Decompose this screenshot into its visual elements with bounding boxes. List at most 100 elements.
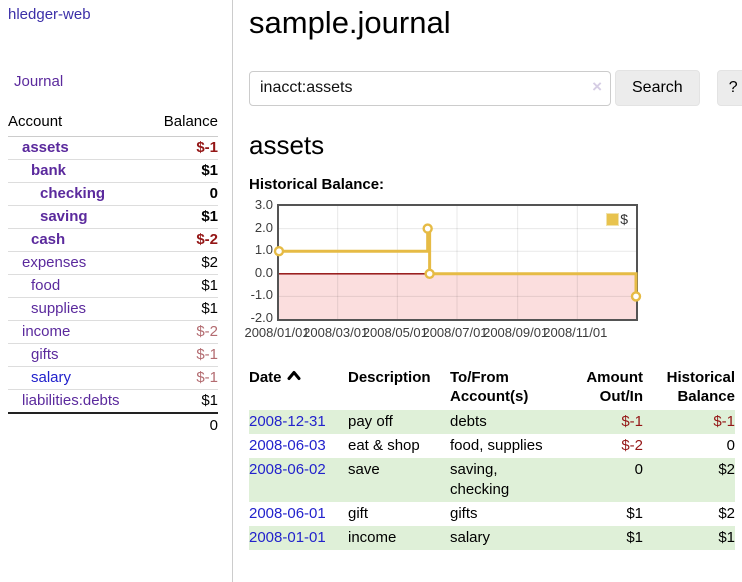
account-row-checking: checking 0	[8, 182, 218, 206]
register-header-amount[interactable]: Amount Out/In	[586, 369, 643, 405]
x-tick-label: 2008/11/01	[543, 325, 608, 340]
account-link[interactable]: cash	[31, 231, 66, 248]
y-tick-label: 3.0	[254, 197, 273, 212]
search-button[interactable]: Search	[615, 70, 700, 106]
register-header-tofrom[interactable]: To/From Account(s)	[450, 369, 529, 405]
cell-amount: $-2	[621, 437, 643, 454]
clear-search-icon[interactable]: ×	[592, 76, 602, 96]
cell-balance: 0	[726, 437, 735, 454]
cell-description: save	[348, 461, 380, 478]
register-table: Date Description To/From Account(s) Amount Ou…	[249, 366, 735, 550]
x-tick-label: 2008/01/01	[244, 325, 310, 340]
cell-accounts: saving, checking	[450, 461, 510, 498]
account-balance: $2	[201, 254, 218, 271]
accounts-header-account[interactable]: Account	[8, 111, 150, 137]
transaction-date-link[interactable]: 2008-01-01	[249, 529, 326, 546]
cell-amount: $-1	[621, 413, 643, 430]
account-balance: 0	[209, 185, 218, 202]
page-title: sample.journal	[249, 5, 451, 40]
cell-description: eat & shop	[348, 437, 420, 454]
register-header-historical[interactable]: Historical Balance	[666, 369, 735, 405]
transaction-date-link[interactable]: 2008-06-01	[249, 505, 326, 522]
x-tick-label: 2008/07/01	[422, 325, 488, 340]
account-link[interactable]: assets	[22, 139, 69, 156]
x-tick-label: 2008/03/01	[303, 325, 369, 340]
account-balance: $1	[201, 300, 218, 317]
cell-date: 2008-06-03	[249, 434, 348, 458]
cell-accounts: gifts	[450, 505, 478, 522]
account-link[interactable]: supplies	[31, 300, 87, 317]
register-row: 2008-12-31 pay off debts $-1 $-1	[249, 410, 735, 434]
account-link[interactable]: food	[31, 277, 61, 294]
account-balance: $-1	[196, 369, 218, 386]
account-link[interactable]: income	[22, 323, 71, 340]
account-balance: $-1	[196, 139, 218, 156]
register-header-date[interactable]: Date	[249, 366, 348, 410]
y-tick-label: 1.0	[254, 242, 273, 258]
sidebar-item-journal[interactable]: Journal	[14, 73, 64, 90]
chart-x-axis-labels: 2008/01/01 2008/03/01 2008/05/01 2008/07/01…	[244, 325, 638, 341]
accounts-total-value: 0	[209, 417, 218, 434]
chart-title: Historical Balance:	[249, 176, 385, 193]
search-bar: × Search ?	[249, 70, 742, 106]
account-title: assets	[249, 130, 325, 160]
cell-balance: $1	[718, 529, 735, 546]
account-row-bank: bank $1	[8, 159, 218, 183]
cell-date: 2008-06-01	[249, 502, 348, 526]
cell-balance: $-1	[713, 413, 735, 430]
sidebar: hledger-web Journal Account Balance asse…	[0, 0, 233, 582]
brand-link[interactable]: hledger-web	[8, 6, 91, 23]
account-link[interactable]: salary	[31, 369, 72, 386]
register-row: 2008-01-01 income salary $1 $1	[249, 526, 735, 550]
account-link[interactable]: saving	[40, 208, 88, 225]
register-row: 2008-06-03 eat & shop food, supplies $-2 0	[249, 434, 735, 458]
cell-description: pay off	[348, 413, 393, 430]
transaction-date-link[interactable]: 2008-12-31	[249, 413, 326, 430]
main-content: sample.journal × Search ? assets Histori…	[233, 0, 742, 582]
accounts-header-balance[interactable]: Balance	[149, 111, 218, 137]
account-link[interactable]: bank	[31, 162, 67, 179]
cell-amount: $1	[626, 505, 643, 522]
account-row-food: food $1	[8, 274, 218, 298]
register-row: 2008-06-01 gift gifts $1 $2	[249, 502, 735, 526]
account-link[interactable]: checking	[40, 185, 106, 202]
cell-accounts: debts	[450, 413, 487, 430]
account-row-assets: assets $-1	[8, 137, 218, 160]
account-balance: $1	[201, 277, 218, 294]
register-row: 2008-06-02 save saving, checking 0 $2	[249, 458, 735, 502]
account-row-saving: saving $1	[8, 205, 218, 229]
account-link[interactable]: liabilities:debts	[22, 392, 120, 409]
cell-description: income	[348, 529, 397, 546]
account-balance: $1	[201, 208, 218, 225]
accounts-header-row: Account Balance	[8, 111, 218, 137]
account-link[interactable]: gifts	[31, 346, 59, 363]
register-header-description[interactable]: Description	[348, 369, 431, 386]
chart-plot-area[interactable]: $	[273, 204, 642, 321]
y-tick-label: -2.0	[250, 310, 273, 325]
account-balance: $-2	[196, 323, 218, 340]
cell-date: 2008-01-01	[249, 526, 348, 550]
account-balance: $-1	[196, 346, 218, 363]
account-row-cash: cash $-2	[8, 228, 218, 252]
account-link[interactable]: expenses	[22, 254, 87, 271]
transaction-date-link[interactable]: 2008-06-03	[249, 437, 326, 454]
cell-amount: 0	[634, 461, 643, 478]
cell-balance: $2	[718, 505, 735, 522]
cell-description: gift	[348, 505, 369, 522]
chart-canvas	[273, 206, 642, 319]
account-row-expenses: expenses $2	[8, 251, 218, 275]
historical-balance-chart: 3.0 2.0 1.0 0.0 -1.0 -2.0 $ 2008/01/01 2008/03…	[244, 197, 734, 344]
y-tick-label: 0.0	[254, 264, 273, 280]
account-balance: $1	[201, 162, 218, 179]
search-input[interactable]	[249, 70, 611, 106]
transaction-date-link[interactable]: 2008-06-02	[249, 461, 326, 478]
y-tick-label: -1.0	[250, 287, 273, 303]
sort-ascending-icon	[287, 371, 301, 380]
account-balance: $1	[201, 392, 218, 409]
search-box: ×	[249, 70, 611, 106]
cell-date: 2008-06-02	[249, 458, 348, 502]
help-button[interactable]: ?	[716, 70, 742, 106]
account-row-income: income $-2	[8, 320, 218, 344]
x-tick-label: 2008/05/01	[362, 325, 428, 340]
cell-accounts: salary	[450, 529, 491, 546]
